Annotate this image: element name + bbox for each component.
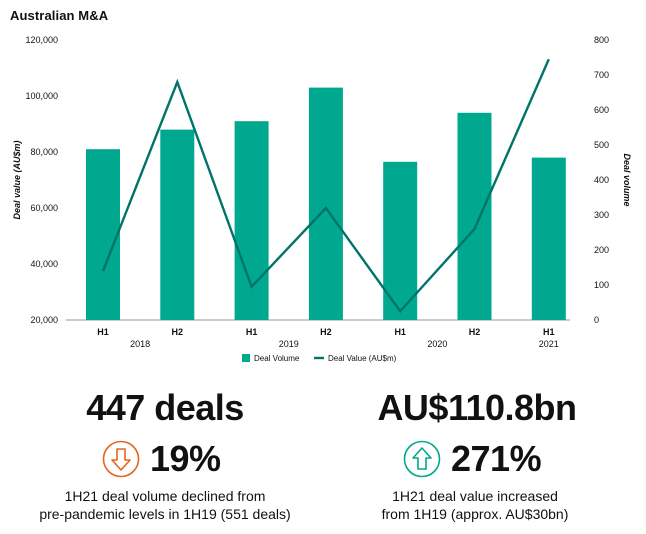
volume-change-percent: 19% bbox=[150, 438, 221, 479]
x-tick-label: H2 bbox=[172, 327, 184, 337]
x-tick-label: H2 bbox=[320, 327, 332, 337]
value-change-percent: 271% bbox=[451, 438, 542, 479]
chart-title: Australian M&A bbox=[10, 8, 109, 23]
x-tick-label: H1 bbox=[543, 327, 555, 337]
bar-deal-volume bbox=[457, 112, 492, 320]
right-y-tick-label: 100 bbox=[594, 280, 609, 290]
volume-desc-line-2: pre-pandemic levels in 1H19 (551 deals) bbox=[39, 506, 291, 522]
right-y-tick-label: 300 bbox=[594, 210, 609, 220]
x-tick-label: H2 bbox=[469, 327, 481, 337]
deal-value-headline: AU$110.8bn bbox=[377, 387, 577, 428]
left-y-tick-label: 120,000 bbox=[25, 35, 58, 45]
arrow-down-circle-icon bbox=[102, 440, 140, 478]
right-y-tick-label: 0 bbox=[594, 315, 599, 325]
bar-deal-volume bbox=[160, 129, 195, 320]
bar-deal-volume bbox=[531, 157, 566, 320]
value-change-row: 271% bbox=[403, 438, 542, 479]
value-desc-line-1: 1H21 deal value increased bbox=[392, 488, 558, 504]
right-y-tick-label: 700 bbox=[594, 70, 609, 80]
x-year-label: 2020 bbox=[427, 339, 447, 349]
volume-change-description: 1H21 deal volume declined from pre-pande… bbox=[20, 487, 310, 523]
value-desc-line-2: from 1H19 (approx. AU$30bn) bbox=[381, 506, 569, 522]
bar-deal-volume bbox=[308, 87, 343, 320]
x-year-label: 2019 bbox=[279, 339, 299, 349]
volume-desc-line-1: 1H21 deal volume declined from bbox=[64, 488, 266, 504]
value-change-description: 1H21 deal value increased from 1H19 (app… bbox=[330, 487, 620, 523]
deals-count-headline: 447 deals bbox=[86, 387, 244, 428]
right-y-tick-label: 200 bbox=[594, 245, 609, 255]
left-axis-title: Deal value (AU$m) bbox=[12, 140, 22, 219]
x-year-label: 2021 bbox=[539, 339, 559, 349]
left-y-tick-label: 100,000 bbox=[25, 91, 58, 101]
bar-deal-volume bbox=[86, 149, 120, 320]
x-tick-label: H1 bbox=[97, 327, 109, 337]
x-tick-label: H1 bbox=[394, 327, 406, 337]
left-y-tick-label: 40,000 bbox=[30, 259, 58, 269]
right-y-tick-label: 500 bbox=[594, 140, 609, 150]
left-y-tick-label: 60,000 bbox=[30, 203, 58, 213]
bar-deal-volume bbox=[234, 121, 269, 320]
arrow-up-circle-icon bbox=[403, 440, 441, 478]
legend-label-deal-value: Deal Value (AU$m) bbox=[328, 354, 397, 363]
x-year-label: 2018 bbox=[130, 339, 150, 349]
left-y-tick-label: 80,000 bbox=[30, 147, 58, 157]
legend-swatch-deal-volume bbox=[242, 354, 250, 362]
left-y-tick-label: 20,000 bbox=[30, 315, 58, 325]
right-y-tick-label: 800 bbox=[594, 35, 609, 45]
x-tick-label: H1 bbox=[246, 327, 258, 337]
right-y-tick-label: 400 bbox=[594, 175, 609, 185]
right-y-tick-label: 600 bbox=[594, 105, 609, 115]
line-deal-value bbox=[101, 58, 550, 314]
volume-change-row: 19% bbox=[102, 440, 221, 478]
chart: 20,000 40,000 60,000 80,000 100,000 120,000 0 1… bbox=[12, 35, 632, 363]
legend-label-deal-volume: Deal Volume bbox=[254, 354, 300, 363]
right-axis-title: Deal volume bbox=[622, 153, 632, 206]
